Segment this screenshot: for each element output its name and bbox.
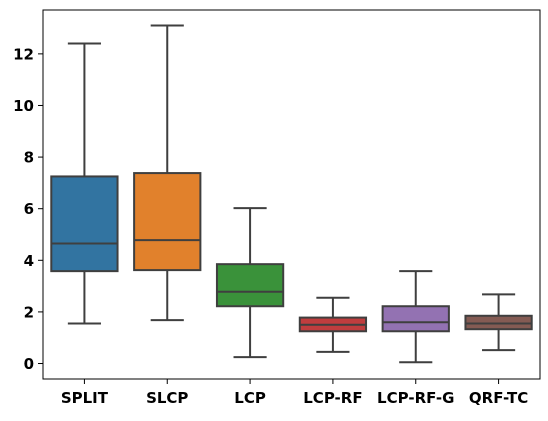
box-group-split	[50, 42, 119, 325]
y-tick-label: 2	[24, 303, 34, 321]
y-tick-label: 12	[13, 45, 34, 63]
y-tick-label: 8	[24, 149, 34, 167]
box-group-lcp-rf	[298, 296, 368, 353]
box-group-lcp-rf-g	[381, 270, 450, 364]
x-tick-label-lcp-rf-g: LCP-RF-G	[377, 389, 454, 407]
y-tick-label: 4	[24, 252, 34, 270]
x-tick-label-lcp-rf: LCP-RF	[303, 389, 362, 407]
box-slcp	[133, 172, 202, 272]
x-tick-label-lcp: LCP	[234, 389, 266, 407]
plot-frame	[42, 9, 541, 380]
box-group-lcp	[215, 207, 285, 359]
box-group-qrf-tc	[464, 293, 533, 352]
x-tick-label-qrf-tc: QRF-TC	[469, 389, 528, 407]
x-tick-label-split: SPLIT	[61, 389, 109, 407]
box-split	[50, 175, 119, 273]
x-tick-label-slcp: SLCP	[146, 389, 188, 407]
box-lcp	[215, 263, 285, 308]
chart-marks	[50, 24, 533, 364]
box-group-slcp	[133, 24, 202, 322]
chart-axes: 0 2 4 6 8 10 12 SPLIT SLCP LCP LCP-RF LCP-RF-G QRF-T…	[13, 9, 541, 407]
y-tick-label: 0	[24, 355, 34, 373]
box-qrf-tc	[464, 314, 533, 331]
box-lcp-rf-g	[381, 305, 450, 333]
y-tick-label: 10	[13, 97, 34, 115]
y-tick-label: 6	[24, 200, 34, 218]
